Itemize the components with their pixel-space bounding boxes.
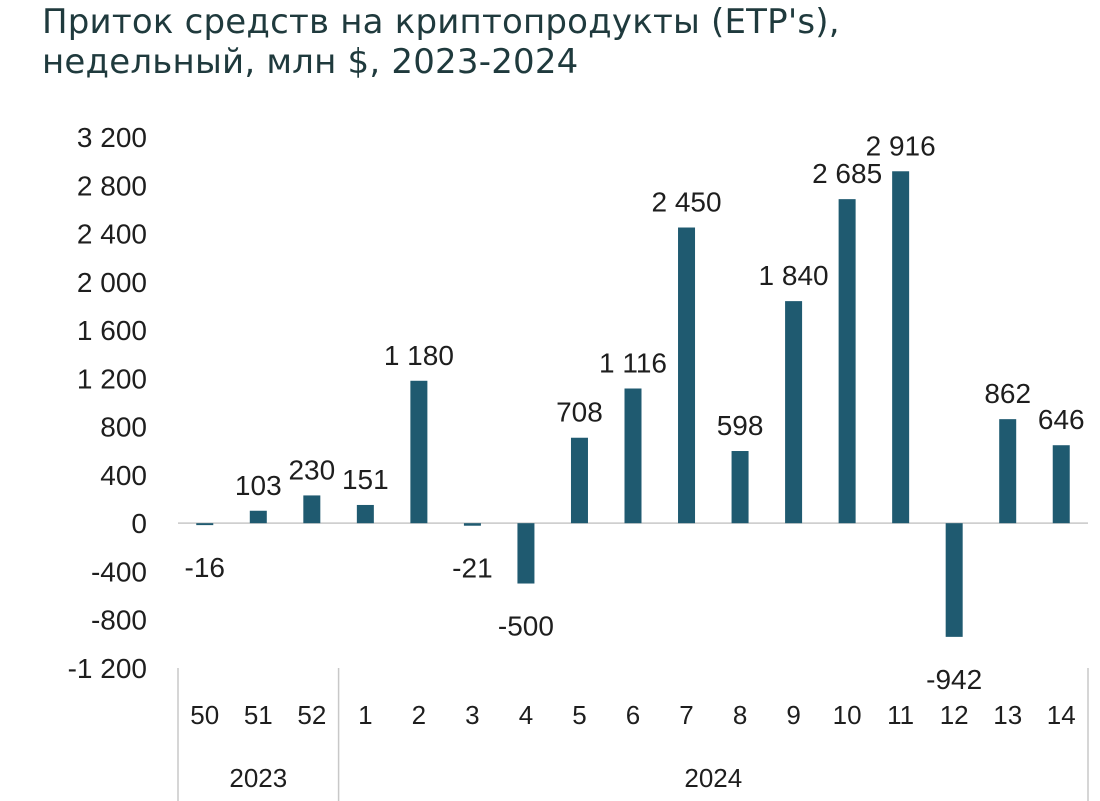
y-tick-label: -800 (91, 605, 147, 636)
x-tick-label: 2 (412, 700, 426, 730)
data-label: 230 (288, 454, 335, 485)
data-label: 1 116 (599, 348, 667, 379)
x-tick-label: 7 (679, 700, 693, 730)
data-label: 2 450 (651, 187, 721, 218)
data-label: 1 840 (759, 260, 829, 291)
data-label: 2 916 (866, 130, 936, 161)
chart-title-line-2: недельный, млн $, 2023-2024 (42, 42, 579, 82)
x-tick-label: 4 (519, 700, 533, 730)
x-tick-label: 5 (572, 700, 586, 730)
bar (410, 380, 428, 524)
year-group-label: 2024 (684, 763, 742, 793)
y-tick-label: 400 (100, 460, 147, 491)
bar (678, 227, 696, 524)
data-label: 708 (556, 397, 603, 428)
bar (517, 523, 535, 584)
x-tick-label: 52 (297, 700, 326, 730)
x-tick-label: 6 (626, 700, 640, 730)
y-tick-label: 2 000 (77, 267, 147, 298)
bar (303, 495, 321, 524)
x-tick-label: 8 (733, 700, 747, 730)
y-tick-label: 1 600 (77, 315, 147, 346)
data-label: 862 (984, 378, 1031, 409)
x-tick-label: 13 (993, 700, 1022, 730)
data-label: 646 (1038, 404, 1085, 435)
data-label: -21 (452, 553, 492, 584)
x-tick-label: 3 (465, 700, 479, 730)
chart-title: Приток средств на криптопродукты (ETP's)… (42, 2, 1082, 82)
y-tick-label: 2 400 (77, 219, 147, 250)
bar (463, 523, 481, 526)
x-tick-label: 50 (190, 700, 219, 730)
bar (624, 388, 642, 524)
x-tick-label: 11 (887, 700, 914, 730)
bar (999, 419, 1017, 524)
year-group-label: 2023 (229, 763, 287, 793)
x-tick-label: 14 (1047, 700, 1076, 730)
bar (838, 199, 856, 524)
x-tick-label: 51 (244, 700, 273, 730)
y-tick-label: 0 (131, 508, 147, 539)
x-tick-label: 12 (940, 700, 969, 730)
bar (356, 504, 374, 524)
bar (196, 523, 214, 526)
data-label: 151 (342, 464, 389, 495)
data-label: -500 (498, 611, 554, 642)
chart-title-line-1: Приток средств на криптопродукты (ETP's)… (42, 2, 840, 42)
bar (1052, 445, 1070, 524)
y-tick-label: 2 800 (77, 170, 147, 201)
bar (785, 301, 803, 524)
data-label: 2 685 (812, 158, 882, 189)
x-tick-label: 1 (358, 700, 372, 730)
y-tick-label: -400 (91, 556, 147, 587)
y-tick-label: 1 200 (77, 363, 147, 394)
y-tick-label: -1 200 (68, 653, 147, 684)
data-label: -16 (185, 552, 225, 583)
bar (945, 523, 963, 637)
y-tick-label: 800 (100, 412, 147, 443)
data-label: 103 (235, 470, 282, 501)
data-label: 1 180 (384, 340, 454, 371)
bar (892, 171, 910, 524)
data-label: -942 (926, 664, 982, 695)
bar (731, 451, 749, 524)
bar (249, 510, 267, 524)
data-label: 598 (717, 410, 764, 441)
x-tick-label: 9 (786, 700, 800, 730)
x-tick-label: 10 (833, 700, 862, 730)
bar (570, 437, 588, 524)
y-tick-label: 3 200 (77, 122, 147, 153)
